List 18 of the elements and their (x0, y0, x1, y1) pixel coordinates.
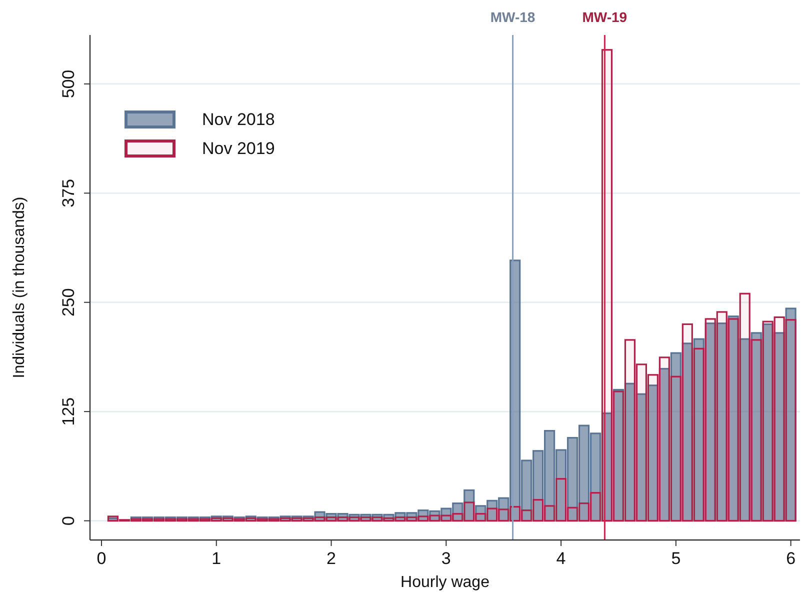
x-tick-label: 5 (671, 549, 681, 568)
y-tick-label: 250 (59, 288, 78, 317)
x-tick-label: 4 (556, 549, 566, 568)
ref-line-label: MW-19 (582, 9, 628, 25)
x-tick-label: 1 (212, 549, 222, 568)
y-tick-label: 375 (59, 178, 78, 208)
x-tick-label: 2 (326, 549, 336, 568)
legend-label: Nov 2018 (202, 110, 275, 129)
legend-label: Nov 2019 (202, 139, 275, 158)
ref-line-label: MW-18 (490, 9, 536, 25)
y-tick-label: 500 (59, 70, 78, 98)
x-axis-title: Hourly wage (400, 574, 490, 591)
y-tick-label: 0 (59, 516, 78, 526)
y-axis-title: Individuals (in thousands) (11, 196, 28, 378)
x-tick-label: 0 (96, 549, 106, 568)
x-tick-label: 3 (441, 549, 451, 568)
x-tick-label: 6 (786, 549, 796, 568)
y-tick-label: 125 (59, 397, 78, 426)
